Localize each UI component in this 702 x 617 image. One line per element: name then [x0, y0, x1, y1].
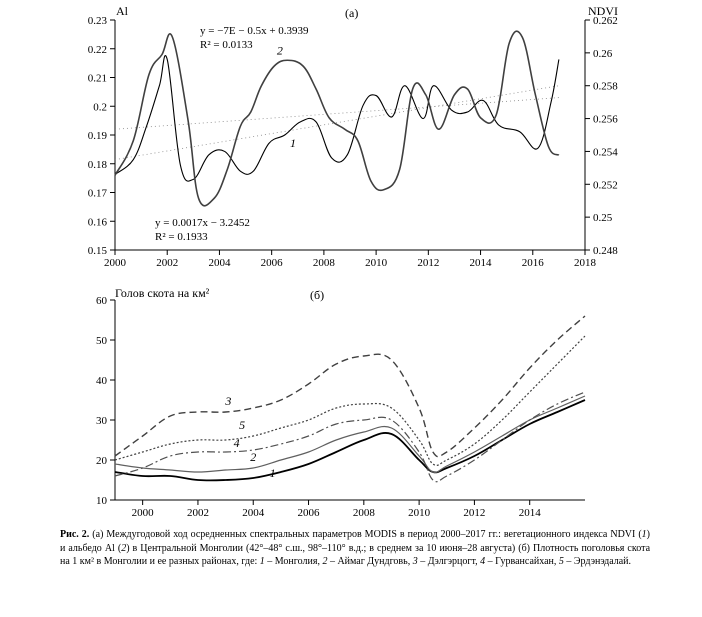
caption-t5: – Эрдэнэдалай. [564, 556, 631, 567]
svg-text:2012: 2012 [463, 507, 485, 519]
svg-text:2016: 2016 [522, 257, 545, 269]
svg-text:30: 30 [96, 415, 108, 427]
svg-text:2014: 2014 [470, 257, 493, 269]
svg-text:2006: 2006 [261, 257, 284, 269]
svg-text:2008: 2008 [313, 257, 336, 269]
svg-text:2000: 2000 [104, 257, 127, 269]
svg-text:40: 40 [96, 375, 108, 387]
svg-text:2002: 2002 [187, 507, 209, 519]
chart-a-right-axis-title: NDVI [588, 4, 618, 19]
figure-page: 2000200220042006200820102012201420162018… [0, 0, 702, 617]
caption-t3: – Дэлгэрцогт, [418, 556, 480, 567]
svg-text:2002: 2002 [156, 257, 178, 269]
chart-a-svg: 2000 2002 2004 2006 2008 2010 2012 2014 2016 2018… [0, 0, 702, 280]
svg-text:20: 20 [96, 455, 108, 467]
svg-text:4: 4 [234, 436, 240, 450]
svg-text:0.248: 0.248 [593, 245, 618, 257]
svg-text:0.26: 0.26 [593, 48, 613, 60]
caption-t2: – Аймаг Дундговь, [327, 556, 412, 567]
caption-a1: (а) Междугодовой ход осредненных спектра… [92, 529, 641, 540]
svg-text:0.254: 0.254 [593, 146, 618, 158]
svg-text:10: 10 [96, 495, 108, 507]
svg-text:0.17: 0.17 [88, 188, 108, 200]
svg-text:2006: 2006 [298, 507, 321, 519]
eq-bot-line2: R² = 0.1933 [155, 231, 208, 243]
svg-text:1: 1 [270, 466, 276, 480]
svg-text:2000: 2000 [132, 507, 155, 519]
svg-text:0.19: 0.19 [88, 130, 108, 142]
chart-b-y-axis-title: Голов скота на км² [115, 286, 209, 301]
chart-a-left-axis-title: Al [116, 4, 128, 19]
svg-text:0.258: 0.258 [593, 81, 618, 93]
figure-caption: Рис. 2. (а) Междугодовой ход осредненных… [60, 528, 650, 569]
svg-text:0.2: 0.2 [93, 101, 107, 113]
svg-text:2018: 2018 [574, 257, 597, 269]
svg-text:2008: 2008 [353, 507, 376, 519]
svg-text:0.25: 0.25 [593, 212, 613, 224]
svg-text:3: 3 [224, 394, 231, 408]
svg-text:0.22: 0.22 [88, 44, 107, 56]
svg-text:2010: 2010 [408, 507, 431, 519]
eq-bot-line1: y = 0.0017x − 3.2452 [155, 217, 250, 229]
svg-text:0.23: 0.23 [88, 15, 108, 27]
svg-text:2012: 2012 [417, 257, 439, 269]
caption-t1: – Монголия, [265, 556, 323, 567]
eq-top-line2: R² = 0.0133 [200, 39, 253, 51]
svg-text:2010: 2010 [365, 257, 388, 269]
caption-t4: – Гурвансайхан, [485, 556, 559, 567]
svg-text:60: 60 [96, 295, 108, 307]
chart-b-panel-label: (б) [310, 288, 324, 303]
chart-a-equation-bottom: y = 0.0017x − 3.2452 R² = 0.1933 [155, 216, 250, 245]
svg-text:0.15: 0.15 [88, 245, 108, 257]
chart-a-equation-top: y = −7E − 0.5x + 0.3939 R² = 0.0133 [200, 24, 309, 53]
svg-text:2014: 2014 [519, 507, 542, 519]
chart-b-svg: 2000 2002 2004 2006 2008 2010 2012 2014 10 20 30 40… [0, 280, 702, 540]
svg-text:5: 5 [239, 418, 245, 432]
caption-prefix: Рис. 2. [60, 529, 89, 540]
svg-text:0.18: 0.18 [88, 159, 108, 171]
chart-a-panel-label: (а) [345, 6, 358, 21]
svg-text:1: 1 [290, 136, 296, 150]
eq-top-line1: y = −7E − 0.5x + 0.3939 [200, 25, 309, 37]
svg-text:0.21: 0.21 [88, 73, 107, 85]
svg-text:2004: 2004 [208, 257, 231, 269]
svg-text:0.16: 0.16 [88, 216, 108, 228]
svg-text:2: 2 [250, 450, 256, 464]
svg-text:0.256: 0.256 [593, 114, 618, 126]
svg-text:2004: 2004 [242, 507, 265, 519]
svg-text:0.252: 0.252 [593, 179, 618, 191]
svg-text:50: 50 [96, 335, 108, 347]
